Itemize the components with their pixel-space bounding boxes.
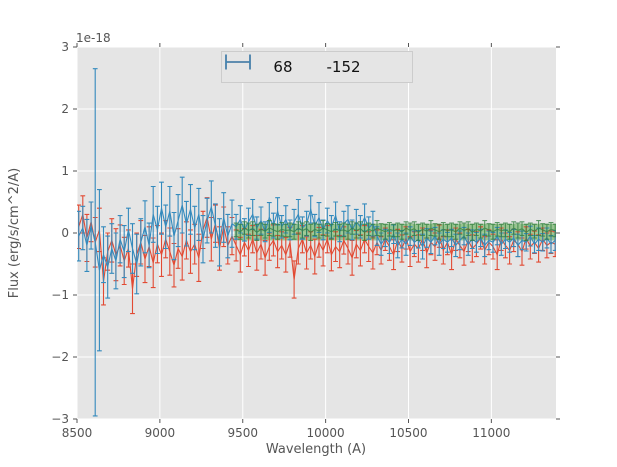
y-axis-offset-text: 1e-18 xyxy=(76,31,111,45)
y-axis-label: Flux (erg/s/cm^2/A) xyxy=(7,168,22,298)
tick-marks xyxy=(73,43,560,423)
x-tick-label: 10000 xyxy=(307,426,345,440)
legend: 68 -152 xyxy=(221,51,413,83)
y-tick-label: 0 xyxy=(61,226,69,240)
y-tick-label: −2 xyxy=(51,350,69,364)
legend-entry: -152 xyxy=(225,54,361,76)
y-tick-label: 1 xyxy=(61,164,69,178)
errorbar-icon xyxy=(225,54,251,70)
x-tick-label: 8500 xyxy=(62,426,93,440)
x-axis-label: Wavelength (A) xyxy=(266,442,366,457)
x-tick-label: 9000 xyxy=(145,426,176,440)
y-tick-label: −3 xyxy=(51,412,69,426)
tick-labels: 8500 9000 9500 10000 10500 11000 −3 −2 −1 0 1 2 3 xyxy=(51,40,510,440)
data-series xyxy=(77,68,556,417)
y-tick-label: 2 xyxy=(61,102,69,116)
series-reference xyxy=(233,220,556,241)
y-tick-label: 3 xyxy=(61,40,69,54)
y-tick-label: −1 xyxy=(51,288,69,302)
legend-label: 68 xyxy=(273,57,293,76)
legend-label: -152 xyxy=(326,57,361,76)
x-tick-label: 11000 xyxy=(472,426,510,440)
data-line xyxy=(78,214,556,289)
legend-entry: 68 xyxy=(225,54,293,76)
x-tick-label: 9500 xyxy=(227,426,258,440)
data-line xyxy=(78,204,556,271)
x-tick-label: 10500 xyxy=(389,426,427,440)
data-line xyxy=(235,227,556,234)
